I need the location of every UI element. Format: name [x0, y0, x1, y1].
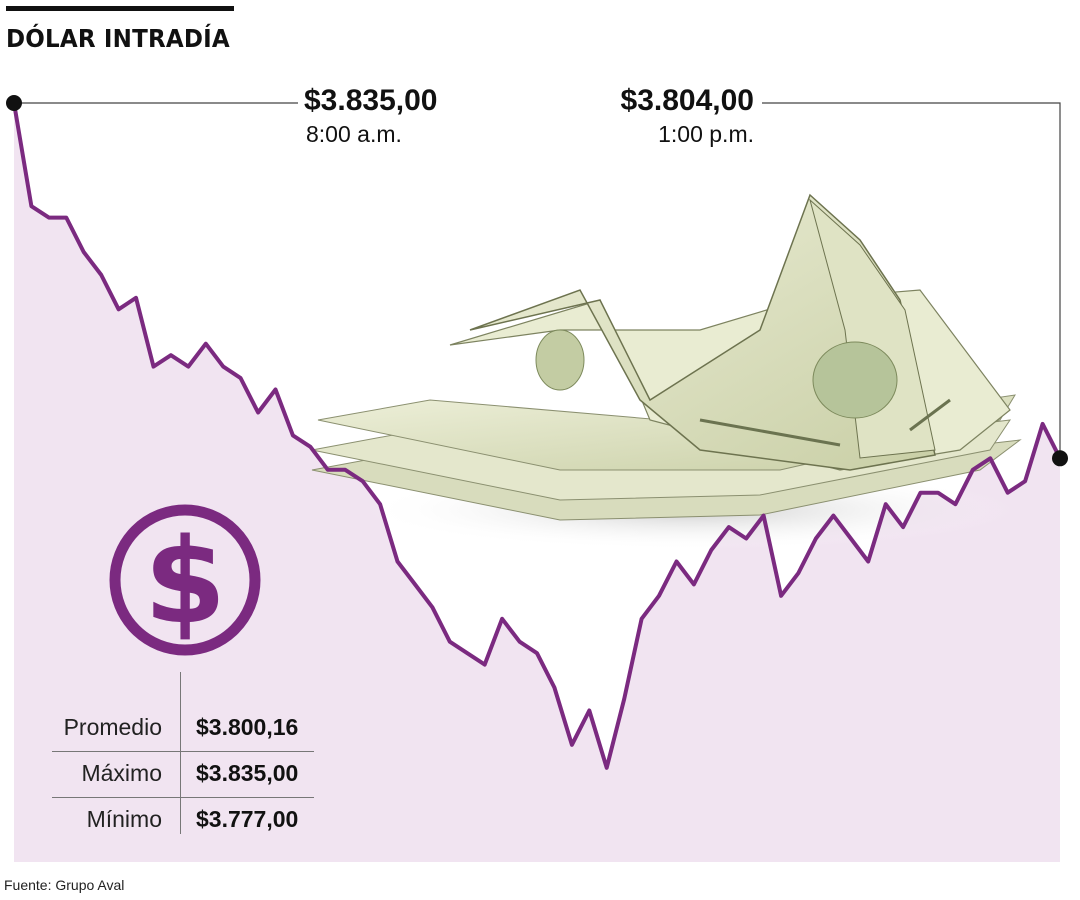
dollar-circle-ring: [109, 504, 261, 656]
data-point: [169, 353, 173, 357]
data-point: [99, 273, 103, 277]
data-point: [640, 617, 644, 621]
data-point: [814, 536, 818, 541]
data-point: [1023, 479, 1027, 483]
data-point: [483, 663, 487, 667]
data-point: [552, 685, 557, 690]
data-point: [1006, 491, 1010, 495]
data-point: [47, 216, 51, 220]
stats-row-divider: [52, 797, 314, 798]
data-point: [151, 365, 156, 369]
data-point: [988, 456, 992, 460]
dollar-sign-glyph: $: [144, 512, 226, 650]
stats-row-divider: [52, 751, 314, 752]
data-point: [605, 766, 609, 770]
data-point: [762, 514, 766, 518]
data-point: [395, 559, 400, 564]
data-point: [918, 491, 923, 495]
stats-row-average: Promedio $3.800,16: [52, 706, 314, 750]
title-rule: [6, 6, 234, 11]
data-point: [953, 502, 958, 506]
data-point: [256, 410, 260, 415]
data-point: [971, 468, 975, 472]
data-point: [273, 387, 278, 392]
data-point: [82, 250, 86, 254]
data-point: [727, 525, 731, 529]
data-point: [378, 502, 382, 506]
data-point: [361, 479, 365, 483]
data-point: [1041, 422, 1045, 426]
data-point: [64, 216, 68, 220]
stats-column-divider: [180, 672, 181, 834]
close-leader-line: [762, 102, 1061, 459]
data-point: [29, 204, 33, 208]
close-price-value: $3.804,00: [620, 84, 754, 117]
data-point: [343, 468, 347, 472]
data-point: [657, 594, 661, 598]
data-point: [709, 548, 713, 552]
data-point: [570, 743, 574, 747]
stat-value-maximum: $3.835,00: [196, 760, 299, 786]
close-marker: [1052, 450, 1068, 467]
data-point: [831, 514, 836, 518]
stat-label-minimum: Mínimo: [86, 806, 162, 832]
area-fill: [14, 103, 1060, 862]
open-marker: [6, 95, 22, 111]
data-point: [744, 536, 748, 541]
data-point: [239, 376, 243, 380]
data-point: [430, 605, 434, 609]
stat-value-average: $3.800,16: [196, 714, 299, 740]
data-point: [866, 559, 870, 564]
data-point: [500, 617, 504, 621]
data-point: [535, 651, 539, 655]
stat-label-average: Promedio: [63, 714, 162, 740]
stats-row-minimum: Mínimo $3.777,00: [52, 798, 314, 842]
data-point: [186, 365, 190, 369]
data-point: [936, 491, 940, 495]
data-point: [622, 697, 626, 701]
data-point: [796, 571, 801, 575]
open-time-label: 8:00 a.m.: [306, 121, 402, 147]
stat-value-minimum: $3.777,00: [196, 806, 299, 832]
close-time-label: 1:00 p.m.: [658, 121, 754, 147]
data-point: [587, 708, 591, 713]
data-point: [901, 525, 905, 529]
data-point: [291, 433, 295, 437]
source-note: Fuente: Grupo Aval: [4, 877, 125, 893]
chart-title: DÓLAR INTRADÍA: [6, 24, 230, 53]
open-price-value: $3.835,00: [304, 84, 438, 117]
data-point: [692, 582, 696, 587]
dollar-circle-icon: $: [109, 504, 261, 656]
data-point: [518, 640, 522, 644]
data-point: [134, 296, 138, 300]
data-point: [884, 502, 888, 506]
data-point: [221, 365, 225, 369]
stat-label-maximum: Máximo: [81, 760, 162, 786]
data-point: [465, 651, 469, 655]
stats-row-maximum: Máximo $3.835,00: [52, 752, 314, 796]
data-point: [117, 307, 121, 311]
data-point: [413, 582, 417, 587]
data-point: [849, 536, 853, 541]
data-point: [779, 594, 783, 598]
data-point: [204, 342, 208, 346]
data-point: [308, 445, 312, 449]
data-point: [674, 559, 679, 564]
dollar-bills-illustration: [311, 193, 1022, 550]
data-point: [326, 468, 330, 472]
data-point: [448, 640, 452, 644]
